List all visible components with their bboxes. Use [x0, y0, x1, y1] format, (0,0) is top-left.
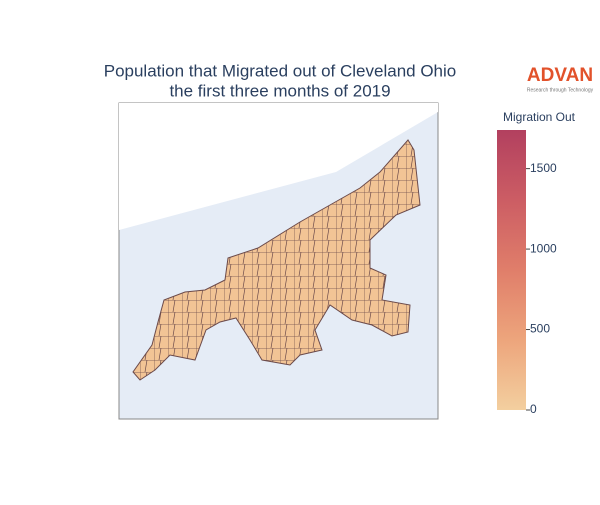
- title-line: Population that Migrated out of Clevelan…: [104, 61, 457, 80]
- colorbar-title: Migration Out: [503, 110, 576, 124]
- map: [118, 102, 439, 420]
- colorbar-tick-label: 1000: [530, 241, 557, 255]
- county-tracts: [132, 139, 421, 381]
- logo-tagline: Research through Technology: [527, 87, 594, 93]
- colorbar-tick-label: 500: [530, 322, 550, 336]
- colorbar-tick-label: 1500: [530, 161, 557, 175]
- colorbar-tick-label: 0: [530, 402, 537, 416]
- logo-name: ADVAN: [527, 65, 593, 86]
- colorbar: [497, 130, 526, 410]
- lake: [119, 103, 438, 230]
- title-line: the first three months of 2019: [169, 81, 390, 100]
